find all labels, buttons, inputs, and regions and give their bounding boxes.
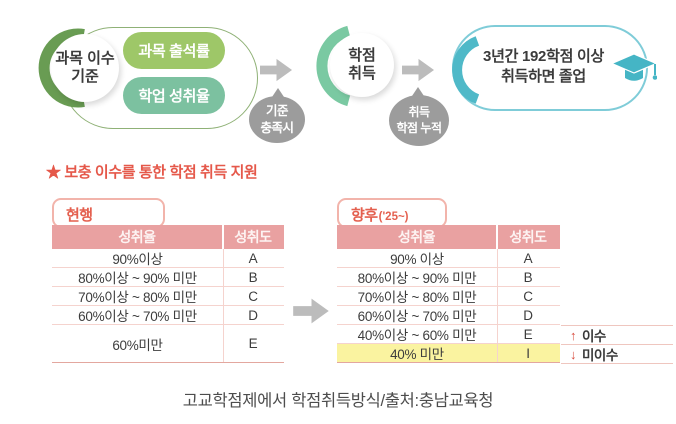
rate-cell: 60%이상 ~ 70% 미만 xyxy=(337,306,498,324)
current-table-tab: 현행 xyxy=(52,198,165,228)
header-achievement-rate: 성취율 xyxy=(52,225,224,249)
pill-subject-attendance: 과목 출석률 xyxy=(123,32,225,69)
grade-cell: A xyxy=(523,250,533,266)
rate-cell: 90% 이상 xyxy=(337,249,498,267)
grade-cell: D xyxy=(248,307,258,323)
grade-cell: I xyxy=(526,345,530,361)
rate-cell: 40% 미만 xyxy=(337,344,498,362)
rate-cell: 80%이상 ~ 90% 미만 xyxy=(337,268,498,286)
legend-fail: ↓ 미이수 xyxy=(561,345,673,364)
rate-cell: 70%이상 ~ 80% 미만 xyxy=(52,287,224,305)
table-row: 90%이상 A xyxy=(52,249,284,268)
grade-cell: C xyxy=(523,288,533,304)
graduation-requirement-label: 3년간 192학점 이상 취득하면 졸업 xyxy=(483,48,604,85)
grade-cell: B xyxy=(248,269,258,285)
future-table-header: 성취율 성취도 xyxy=(337,225,560,249)
rate-cell: 70%이상 ~ 80% 미만 xyxy=(337,287,498,305)
bubble-credit-accumulate: 취득 학점 누적 xyxy=(389,95,449,146)
grade-cell: B xyxy=(523,269,533,285)
rate-cell: 80%이상 ~ 90% 미만 xyxy=(52,268,224,286)
grade-cell: E xyxy=(248,336,258,351)
table-row: 70%이상 ~ 80% 미만 C xyxy=(337,287,560,306)
future-table-body: 성취율 성취도 90% 이상 A 80%이상 ~ 90% 미만 B 70%이상 … xyxy=(337,225,560,363)
future-table-tab: 향후('25~) xyxy=(337,198,447,228)
header-achievement-rate: 성취율 xyxy=(337,225,498,249)
arrow-right-icon-1 xyxy=(260,58,293,82)
grade-cell: A xyxy=(248,250,258,266)
rate-cell: 40%이상 ~ 60% 미만 xyxy=(337,325,498,343)
current-table-body: 성취율 성취도 90%이상 A 80%이상 ~ 90% 미만 B 70%이상 ~… xyxy=(52,225,284,363)
bubble-criteria-met: 기준 충족시 xyxy=(249,96,305,143)
future-tab-note: ('25~) xyxy=(378,211,409,223)
step1-arc-shape xyxy=(38,28,85,108)
table-row: 90% 이상 A xyxy=(337,249,560,268)
step2-circle: 학점 취득 xyxy=(330,33,394,97)
current-table-header: 성취율 성취도 xyxy=(52,225,284,249)
table-row: 40%이상 ~ 60% 미만 E xyxy=(337,325,560,344)
grade-cell: E xyxy=(523,326,533,342)
rate-cell: 60%이상 ~ 70% 미만 xyxy=(52,306,224,324)
table-row: 80%이상 ~ 90% 미만 B xyxy=(52,268,284,287)
grade-cell: C xyxy=(248,288,258,304)
arrow-right-icon-2 xyxy=(402,58,435,82)
grade-cell: D xyxy=(523,307,533,323)
pass-fail-legend: ↑ 이수 ↓ 미이수 xyxy=(561,325,673,364)
table-row: 60%미만 E xyxy=(52,325,284,363)
step1-circle: 과목 이수 기준 xyxy=(51,34,119,102)
rate-cell: 90%이상 xyxy=(52,249,224,267)
table-row: 80%이상 ~ 90% 미만 B xyxy=(337,268,560,287)
graduation-cap-icon xyxy=(611,54,657,81)
rate-cell: 60%미만 xyxy=(52,325,224,362)
section-title: ★ 보충 이수를 통한 학점 취득 지원 xyxy=(46,164,258,181)
future-tab-label: 향후 xyxy=(351,207,378,224)
step2-arc-shape xyxy=(316,25,351,107)
tables-arrow-right-icon xyxy=(293,298,329,324)
pill-academic-achievement: 학업 성취율 xyxy=(123,77,225,114)
table-row: 60%이상 ~ 70% 미만 D xyxy=(52,306,284,325)
legend-fail-label: 미이수 xyxy=(582,348,618,363)
table-row: 60%이상 ~ 70% 미만 D xyxy=(337,306,560,325)
current-tab-label: 현행 xyxy=(66,207,93,224)
header-grade: 성취도 xyxy=(509,229,547,245)
table-row-highlight: 40% 미만 I xyxy=(337,344,560,363)
bubble1-tail xyxy=(272,88,284,97)
header-grade: 성취도 xyxy=(234,229,272,245)
step3-arc-shape xyxy=(452,36,480,104)
legend-pass-label: 이수 xyxy=(582,329,606,344)
arrow-up-icon: ↑ xyxy=(570,327,577,343)
legend-pass: ↑ 이수 xyxy=(561,326,673,345)
table-row: 70%이상 ~ 80% 미만 C xyxy=(52,287,284,306)
image-caption: 고교학점제에서 학점취득방식/출처:충남교육청 xyxy=(182,392,494,410)
bubble2-tail xyxy=(412,87,424,96)
arrow-down-icon: ↓ xyxy=(570,346,577,362)
